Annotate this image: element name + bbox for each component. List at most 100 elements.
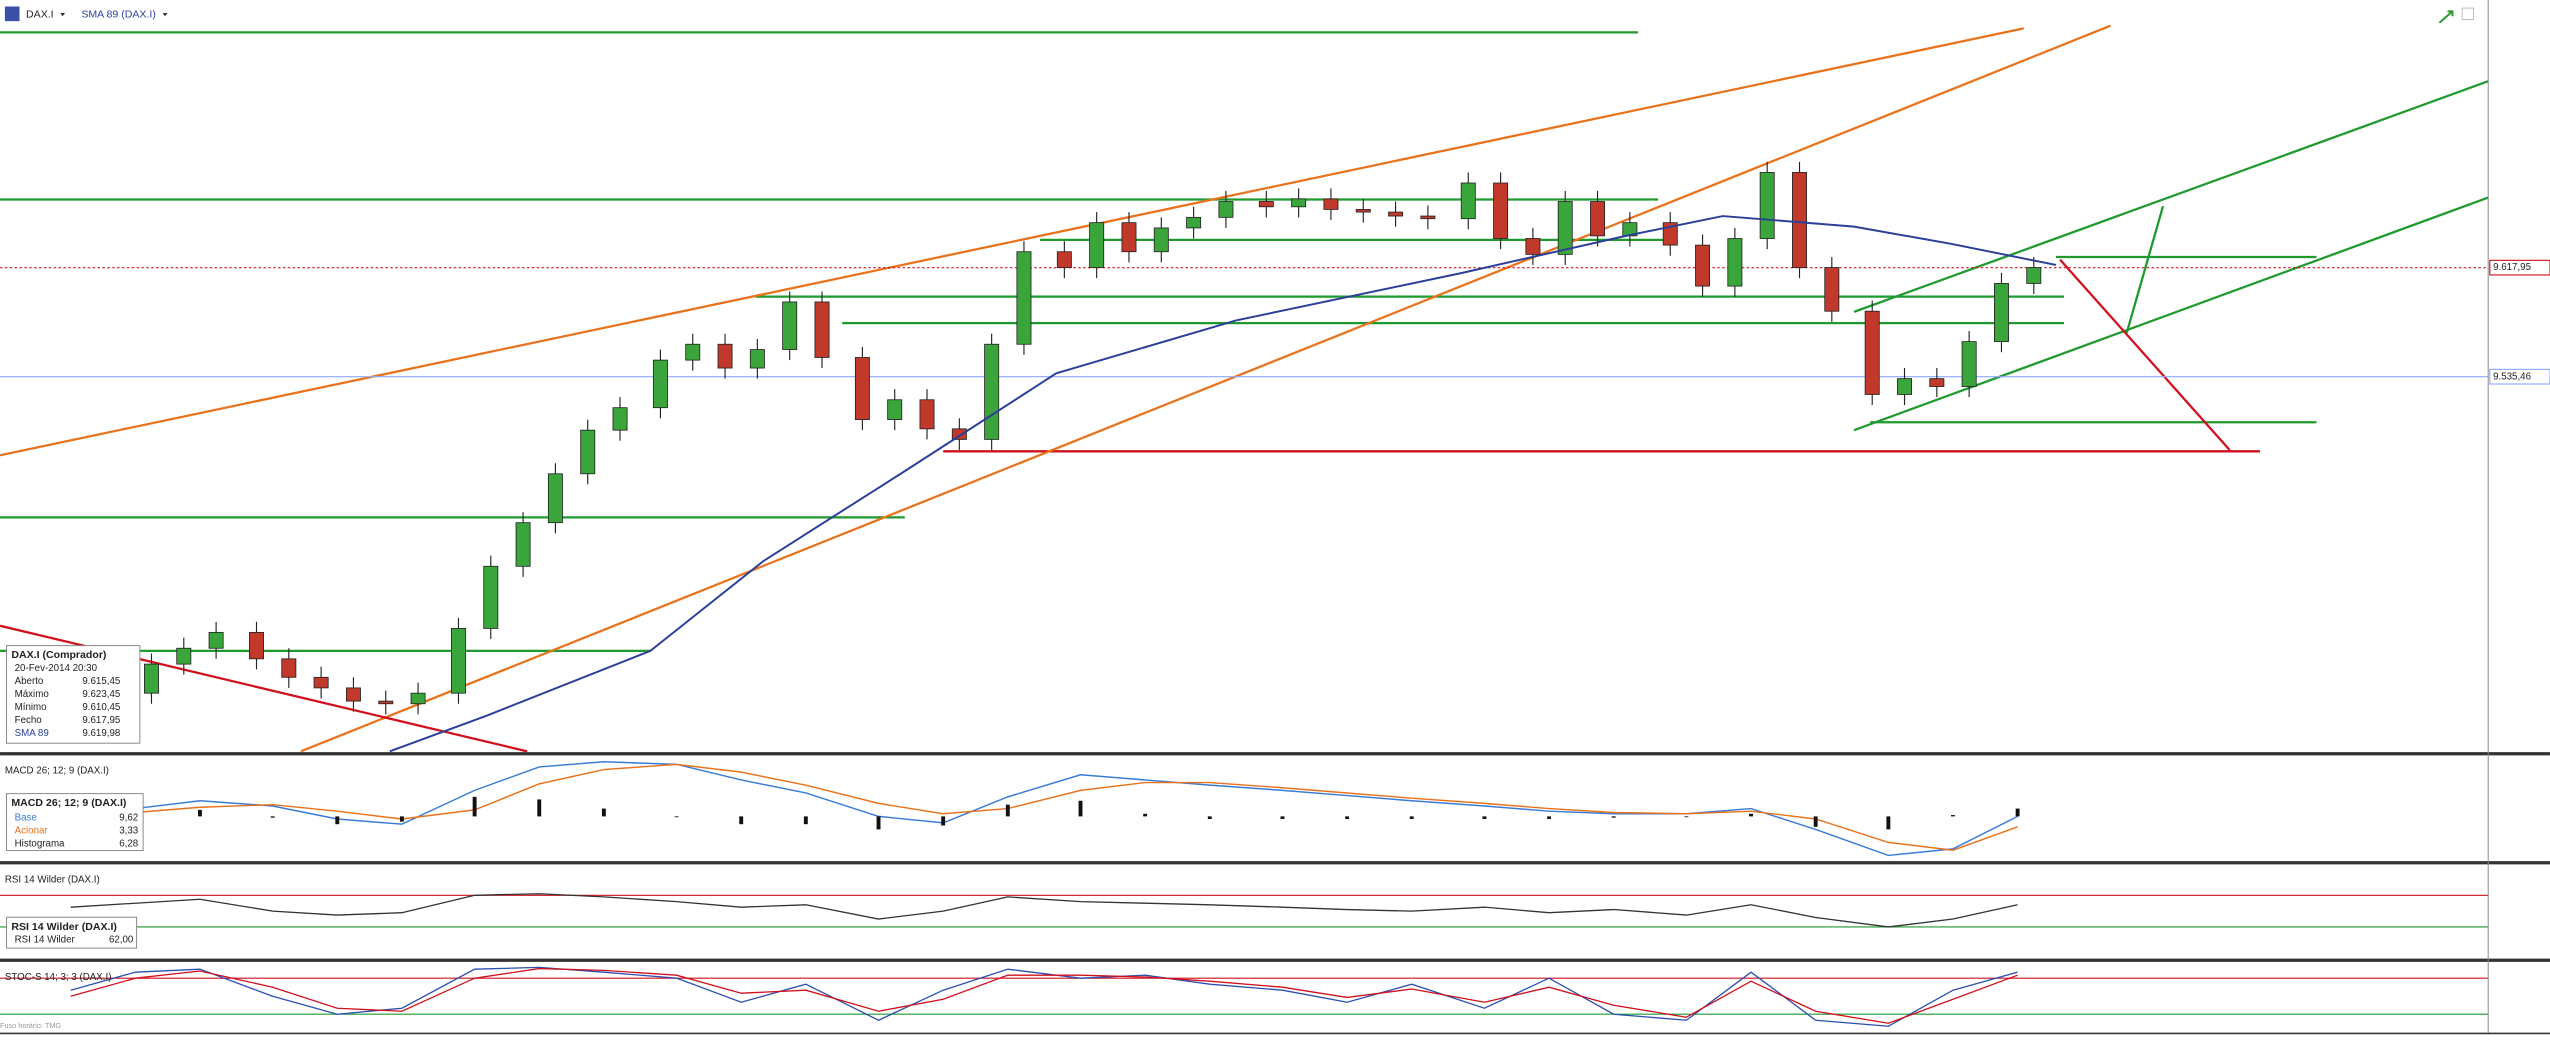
trend-line <box>300 24 2111 753</box>
histogram-bar <box>1951 815 1955 817</box>
info-box-frame <box>6 645 141 744</box>
legend-title: MACD 26; 12; 9 (DAX.I) <box>11 797 126 809</box>
candle-body <box>1388 211 1404 217</box>
trend-line <box>2125 205 2165 334</box>
histogram-bar <box>1078 800 1083 817</box>
candle-body <box>1291 198 1307 208</box>
candle-body <box>1961 341 1977 387</box>
histogram-bar <box>1684 816 1689 818</box>
candle-body <box>1792 172 1807 268</box>
info-value: 9.617,95 <box>82 715 121 726</box>
legend-series-name: Acionar <box>15 826 49 837</box>
candle-body <box>345 687 361 702</box>
candle-body <box>1016 251 1032 345</box>
candle-body <box>685 343 701 361</box>
histogram-bar <box>1409 816 1414 819</box>
histogram-bar <box>1482 816 1487 819</box>
candle-body <box>1420 215 1436 220</box>
histogram-bar <box>1749 813 1753 817</box>
histogram-bar <box>537 799 542 817</box>
info-label: SMA 89 <box>15 728 49 739</box>
candle-body <box>2026 267 2042 284</box>
timezone-note: Fuso horário: TMG <box>0 1021 61 1030</box>
dropdown-arrow[interactable] <box>162 13 168 17</box>
candle-body <box>1824 267 1840 312</box>
candle-body <box>1355 209 1371 213</box>
histogram-bar <box>1886 816 1891 830</box>
candle-body <box>652 359 668 409</box>
candle-body <box>717 343 733 369</box>
legend-series-value: 62,00 <box>109 935 134 946</box>
histogram-bar <box>876 816 881 830</box>
histogram-bar <box>399 816 404 822</box>
candle-body <box>1089 222 1105 268</box>
stoch-title[interactable]: STOC-S 14; 3; 3 (DAX.I) <box>5 972 112 983</box>
legend-series-value: 9,62 <box>119 813 138 824</box>
candle-body <box>410 692 426 705</box>
legend-title: RSI 14 Wilder (DAX.I) <box>11 921 117 933</box>
info-value: 9.619,98 <box>82 728 120 739</box>
histogram-bar <box>197 809 202 817</box>
info-value: 9.615,45 <box>82 676 121 687</box>
candle-body <box>1153 227 1169 253</box>
candle-body <box>1323 198 1339 210</box>
sma-line <box>389 215 2057 753</box>
chart-tool-icon[interactable] <box>2438 10 2454 24</box>
candle-body <box>313 676 329 689</box>
indicator-line <box>70 893 2018 928</box>
info-value: 9.623,45 <box>82 689 121 700</box>
frame-layer: DAX.I SMA 89 (DAX.I) MACD 26; 12; 9 (DAX… <box>0 0 2550 1035</box>
candle-body <box>1258 201 1274 208</box>
symbol-title[interactable]: DAX.I <box>26 8 54 20</box>
candle-body <box>887 399 903 420</box>
macd-legend: MACD 26; 12; 9 (DAX.I) <box>6 793 144 852</box>
histogram-bar <box>1547 816 1552 819</box>
histogram-bar <box>739 816 744 825</box>
info-label: Fecho <box>15 715 43 726</box>
candle-body <box>144 663 159 694</box>
info-box: DAX.I (Comprador) 20-Fev-2014 20:30 <box>6 645 141 744</box>
candle-body <box>951 428 967 440</box>
histogram-bar <box>941 816 946 826</box>
candle-body <box>580 429 596 475</box>
histogram-bar <box>335 816 340 825</box>
candle-body <box>208 631 224 649</box>
histogram-bar <box>2015 808 2020 817</box>
symbol-icon[interactable] <box>4 6 20 22</box>
legend-frame <box>6 916 138 949</box>
candle-body <box>1759 172 1775 239</box>
candle-body <box>1121 222 1137 253</box>
info-title: DAX.I (Comprador) <box>11 649 106 661</box>
macd-title[interactable]: MACD 26; 12; 9 (DAX.I) <box>5 765 109 776</box>
candle-body <box>1897 378 1912 395</box>
histogram-bar <box>1280 816 1285 819</box>
candle-body <box>984 343 1000 440</box>
rsi-title[interactable]: RSI 14 Wilder (DAX.I) <box>5 874 100 885</box>
candle-body <box>1557 201 1573 255</box>
candle-body <box>782 301 798 350</box>
candle-body <box>1590 201 1606 237</box>
panel-button[interactable] <box>2461 7 2475 21</box>
info-value: 9.610,45 <box>82 702 121 713</box>
price-marker-label: 9.535,46 <box>2493 371 2531 382</box>
indicator-line <box>70 967 2018 1024</box>
info-label: Aberto <box>15 676 44 687</box>
candle-body <box>814 301 830 358</box>
candle-body <box>450 628 466 694</box>
indicator-title[interactable]: SMA 89 (DAX.I) <box>81 8 156 20</box>
candle-body <box>483 565 499 629</box>
histogram-bar <box>601 808 606 817</box>
candle-body <box>1186 216 1202 229</box>
candle-body <box>547 473 563 524</box>
rsi-legend: RSI 14 Wilder (DAX.I) RSI 14 Wilder 62,0… <box>6 916 138 949</box>
candle-body <box>749 349 765 369</box>
candle-body <box>176 647 192 665</box>
candle-body <box>1727 238 1743 287</box>
candle-body <box>1460 182 1476 220</box>
legend-series-name: Histograma <box>15 839 65 850</box>
dropdown-arrow[interactable] <box>60 13 66 17</box>
legend-series-value: 6,28 <box>119 839 138 850</box>
legend-frame <box>6 793 144 852</box>
